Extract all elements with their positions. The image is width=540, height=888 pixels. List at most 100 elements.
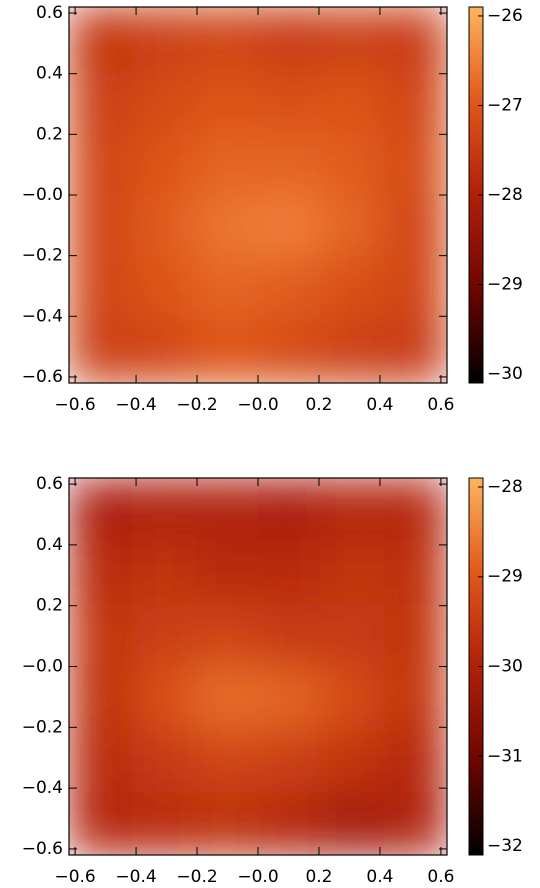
colorbar-tick-label: −29 xyxy=(487,567,523,587)
colorbar-tick-label: −27 xyxy=(487,95,523,115)
heatmap-cell xyxy=(195,603,259,667)
heatmap-cell xyxy=(132,792,196,855)
heatmap-cell xyxy=(321,69,385,133)
heatmap-cell xyxy=(258,320,322,383)
heatmap-cell xyxy=(195,195,259,259)
heatmap-cell xyxy=(258,603,322,667)
heatmap-cell xyxy=(69,729,133,793)
heatmap-cell xyxy=(69,792,133,855)
y-tick-label: −0.2 xyxy=(22,246,63,266)
x-tick-label: 0.2 xyxy=(305,867,332,887)
colorbar-tick-label: −28 xyxy=(487,185,523,205)
heatmap-cell xyxy=(384,7,447,71)
heatmap-cell xyxy=(321,792,385,855)
x-tick-label: 0.2 xyxy=(305,395,332,415)
colorbar-tick-label: −28 xyxy=(487,477,523,497)
heatmap-cell xyxy=(132,257,196,321)
colorbar-tick-label: −26 xyxy=(487,6,523,26)
heatmap-cell xyxy=(69,320,133,383)
heatmap-cell xyxy=(384,69,447,133)
x-tick-label: −0.4 xyxy=(115,867,156,887)
y-tick-label: 0.2 xyxy=(36,124,63,144)
heatmap-cell xyxy=(132,195,196,259)
x-tick-label: −0.0 xyxy=(237,395,278,415)
x-tick-label: −0.2 xyxy=(176,867,217,887)
heatmap-cell xyxy=(258,257,322,321)
heatmap-cell xyxy=(195,320,259,383)
heatmap-cell xyxy=(195,257,259,321)
heatmap-cell xyxy=(132,603,196,667)
heatmap-cell xyxy=(258,195,322,259)
heatmap-cell xyxy=(384,666,447,730)
heatmap-cell xyxy=(132,69,196,133)
heatmap-cell xyxy=(258,69,322,133)
heatmap-cell xyxy=(195,540,259,605)
heatmap-cell xyxy=(321,257,385,321)
x-tick-label: −0.2 xyxy=(176,395,217,415)
y-tick-label: 0.4 xyxy=(36,64,63,84)
heatmap-cell xyxy=(258,540,322,605)
heatmap-cells xyxy=(69,478,447,855)
x-tick-label: −0.4 xyxy=(115,395,156,415)
heatmap-cells xyxy=(69,7,447,383)
y-tick-label: −0.6 xyxy=(22,839,63,859)
heatmap-cell xyxy=(258,7,322,71)
heatmap-cell xyxy=(321,729,385,793)
heatmap-cell xyxy=(69,69,133,133)
x-tick-label: 0.4 xyxy=(366,867,393,887)
heatmap-cell xyxy=(69,7,133,71)
heatmap-cell xyxy=(69,132,133,196)
heatmap-cell xyxy=(195,69,259,133)
colorbar-tick-label: −32 xyxy=(487,836,523,856)
x-tick-label: −0.0 xyxy=(237,867,278,887)
heatmap-cell xyxy=(69,257,133,321)
heatmap-cell xyxy=(384,257,447,321)
heatmap-area xyxy=(69,7,447,383)
colorbar-tick-label: −29 xyxy=(487,275,523,295)
colorbar-tick-label: −30 xyxy=(487,364,523,384)
heatmap-cell xyxy=(195,7,259,71)
heatmap-cell xyxy=(132,132,196,196)
heatmap-cell xyxy=(321,7,385,71)
heatmap-cell xyxy=(132,478,196,542)
heatmap-cell xyxy=(132,729,196,793)
heatmap-cell xyxy=(132,540,196,605)
heatmap-cell xyxy=(195,666,259,730)
y-tick-label: −0.4 xyxy=(22,306,63,326)
colorbar-tick-label: −31 xyxy=(487,746,523,766)
heatmap-cell xyxy=(321,603,385,667)
heatmap-cell xyxy=(195,729,259,793)
heatmap-cell xyxy=(384,603,447,667)
y-tick-label: −0.6 xyxy=(22,367,63,387)
heatmap-cell xyxy=(195,132,259,196)
heatmap-cell xyxy=(321,195,385,259)
heatmap-area xyxy=(69,478,447,855)
heatmap-cell xyxy=(258,132,322,196)
y-tick-label: −0.2 xyxy=(22,717,63,737)
heatmap-cell xyxy=(321,132,385,196)
heatmap-cell xyxy=(321,666,385,730)
heatmap-cell xyxy=(384,195,447,259)
heatmap-cell xyxy=(258,478,322,542)
heatmap-cell xyxy=(132,7,196,71)
y-tick-label: 0.4 xyxy=(36,535,63,555)
heatmap-cell xyxy=(69,478,133,542)
x-tick-label: 0.4 xyxy=(366,395,393,415)
heatmap-cell xyxy=(384,478,447,542)
heatmap-cell xyxy=(321,320,385,383)
y-tick-label: 0.6 xyxy=(36,474,63,494)
heatmap-cell xyxy=(258,666,322,730)
heatmap-cell xyxy=(384,729,447,793)
x-tick-label: −0.6 xyxy=(54,395,95,415)
x-tick-label: −0.6 xyxy=(54,867,95,887)
heatmap-cell xyxy=(69,603,133,667)
x-tick-label: 0.6 xyxy=(427,867,454,887)
heatmap-cell xyxy=(132,666,196,730)
heatmap-cell xyxy=(132,320,196,383)
x-tick-label: 0.6 xyxy=(427,395,454,415)
heatmap-cell xyxy=(384,540,447,605)
heatmap-cell xyxy=(321,478,385,542)
y-tick-label: −0.0 xyxy=(22,657,63,677)
